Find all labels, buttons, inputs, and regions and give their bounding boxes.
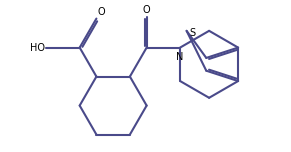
Text: O: O bbox=[143, 5, 150, 15]
Text: HO: HO bbox=[29, 43, 45, 53]
Text: N: N bbox=[176, 52, 183, 62]
Text: S: S bbox=[189, 28, 195, 38]
Text: O: O bbox=[98, 7, 105, 17]
